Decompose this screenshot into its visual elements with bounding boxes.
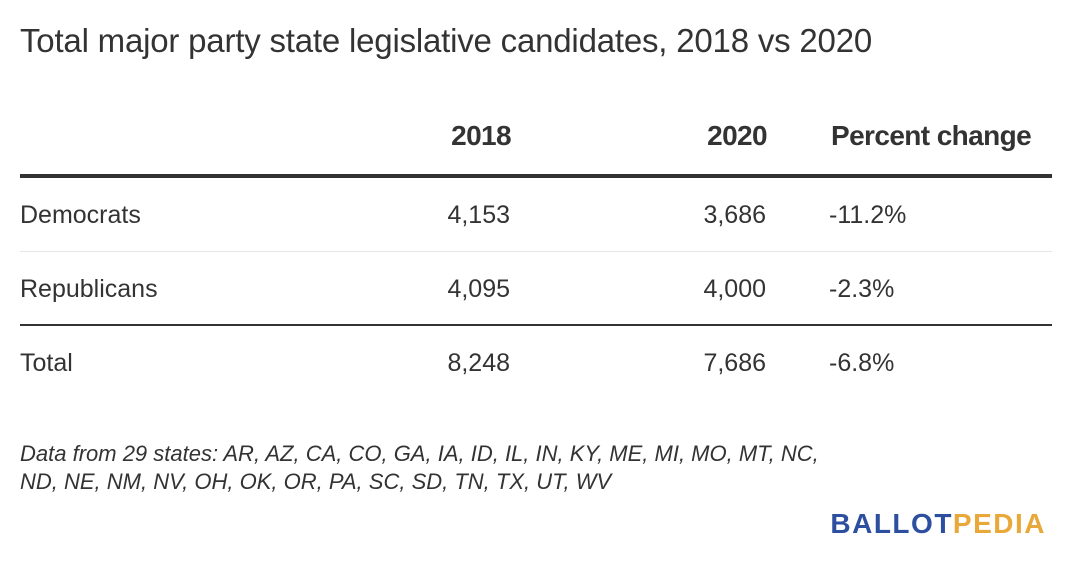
row-label: Total: [20, 349, 73, 377]
row-label: Republicans: [20, 275, 158, 303]
cell-2020: 4,000: [703, 275, 766, 303]
cell-2018: 4,095: [447, 275, 510, 303]
table-row-republicans: Republicans 4,095 4,000 -2.3%: [20, 252, 1052, 326]
data-table: 2018 2020 Percent change Democrats 4,153…: [20, 100, 1052, 400]
cell-2020: 3,686: [703, 201, 766, 229]
ballotpedia-logo: BALLOTPEDIA: [830, 508, 1046, 540]
table-row-democrats: Democrats 4,153 3,686 -11.2%: [20, 178, 1052, 252]
source-note: Data from 29 states: AR, AZ, CA, CO, GA,…: [20, 441, 819, 494]
table-row-total: Total 8,248 7,686 -6.8%: [20, 326, 1052, 400]
cell-percent-change: -2.3%: [829, 275, 895, 303]
cell-2020: 7,686: [703, 349, 766, 377]
cell-2018: 8,248: [447, 349, 510, 377]
cell-percent-change: -11.2%: [829, 201, 907, 229]
header-2020: 2020: [707, 120, 767, 151]
header-percent-change: Percent change: [831, 120, 1032, 151]
cell-percent-change: -6.8%: [829, 349, 895, 377]
cell-2018: 4,153: [447, 201, 510, 229]
table-header-row: 2018 2020 Percent change: [20, 100, 1052, 178]
header-2018: 2018: [451, 120, 511, 151]
logo-part-ballot: BALLOT: [830, 508, 953, 539]
chart-title: Total major party state legislative cand…: [20, 22, 872, 59]
row-label: Democrats: [20, 201, 141, 229]
logo-part-pedia: PEDIA: [952, 508, 1046, 539]
